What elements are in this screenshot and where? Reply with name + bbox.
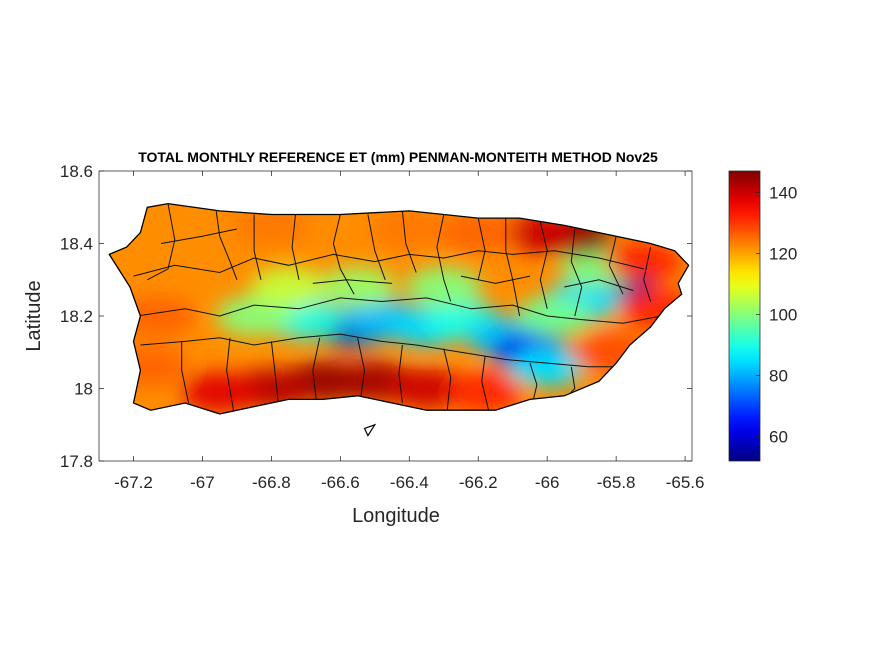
field-anomaly [216, 296, 293, 336]
colorbar-tick-label: 140 [769, 183, 797, 202]
municipal-boundary [136, 297, 662, 324]
y-tick-label: 18.2 [60, 307, 93, 326]
municipal-boundary [570, 228, 583, 317]
municipal-boundary [460, 275, 531, 284]
municipal-boundary [312, 279, 393, 284]
colorbar-tick-label: 100 [769, 305, 797, 324]
municipal-boundary [443, 348, 452, 411]
municipal-boundary [357, 337, 366, 396]
municipal-boundary [140, 333, 617, 368]
y-axis-label: Latitude [23, 280, 45, 351]
municipal-boundary [312, 337, 321, 400]
municipal-boundary [226, 337, 234, 411]
municipal-boundary [133, 250, 644, 277]
y-tick-label: 18.6 [60, 162, 93, 181]
municipal-boundary [215, 210, 238, 280]
field-anomaly [371, 209, 448, 249]
municipal-boundary [481, 355, 490, 411]
coastline [108, 202, 690, 415]
islet [363, 423, 377, 437]
field-anomaly [388, 368, 465, 409]
x-tick-label: -66.6 [321, 473, 360, 492]
municipal-boundary [367, 214, 386, 280]
field-anomaly [319, 267, 396, 307]
colorbar-tick-label: 80 [769, 367, 788, 386]
municipal-boundary [270, 341, 279, 404]
municipal-boundary [291, 214, 300, 280]
y-tick-label: 17.8 [60, 452, 93, 471]
municipal-boundary [643, 246, 652, 302]
field-anomaly [447, 372, 524, 413]
municipal-boundary [564, 279, 634, 292]
municipal-boundary [608, 236, 624, 295]
field-anomaly [181, 372, 258, 413]
x-tick-label: -66.2 [459, 473, 498, 492]
municipal-boundary [332, 214, 355, 295]
field-anomaly [605, 241, 682, 282]
municipal-boundary [253, 214, 262, 280]
field-anomaly [250, 267, 327, 307]
field-anomaly [119, 296, 196, 336]
field-anomaly [509, 346, 586, 387]
municipal-boundary [398, 344, 403, 404]
et-field [109, 203, 689, 414]
colorbar-tick-label: 60 [769, 428, 788, 447]
colorbar-ramp [728, 170, 761, 462]
x-tick-label: -65.8 [597, 473, 636, 492]
colorbar: 60 80 100 120 140 [728, 170, 797, 462]
x-axis: -67.2 -67 -66.8 -66.6 -66.4 -66.2 -66 -65.8 -65.… [114, 171, 704, 492]
y-tick-label: 18.4 [60, 235, 93, 254]
municipal-boundary [401, 210, 417, 273]
x-tick-label: -66.8 [252, 473, 291, 492]
y-tick-label: 18 [74, 380, 93, 399]
municipal-boundary [161, 228, 238, 244]
municipal-boundaries [133, 203, 662, 411]
x-tick-label: -67 [190, 473, 215, 492]
municipal-boundary [477, 217, 486, 280]
islets [363, 423, 377, 437]
municipal-boundary [529, 362, 538, 400]
colorbar-tick-label: 120 [769, 244, 797, 263]
x-tick-label: -65.6 [666, 473, 705, 492]
municipal-boundary [505, 218, 521, 317]
field-anomaly [405, 267, 482, 307]
x-axis-label: Longitude [352, 505, 440, 527]
field-anomaly [516, 296, 593, 336]
et-field-blobs [112, 205, 689, 413]
field-anomaly [233, 205, 310, 246]
municipal-boundary [147, 203, 176, 281]
field-anomaly [440, 212, 517, 253]
chart-title: TOTAL MONTHLY REFERENCE ET (mm) PENMAN-M… [138, 149, 658, 165]
y-axis: 17.8 18 18.2 18.4 18.6 [60, 162, 692, 471]
municipal-boundary [539, 221, 548, 309]
x-tick-label: -67.2 [114, 473, 153, 492]
colorbar-ticks: 60 80 100 120 140 [756, 183, 797, 447]
municipal-boundary [181, 341, 190, 404]
x-tick-label: -66 [535, 473, 560, 492]
municipal-boundary [436, 214, 452, 302]
x-tick-label: -66.4 [390, 473, 429, 492]
